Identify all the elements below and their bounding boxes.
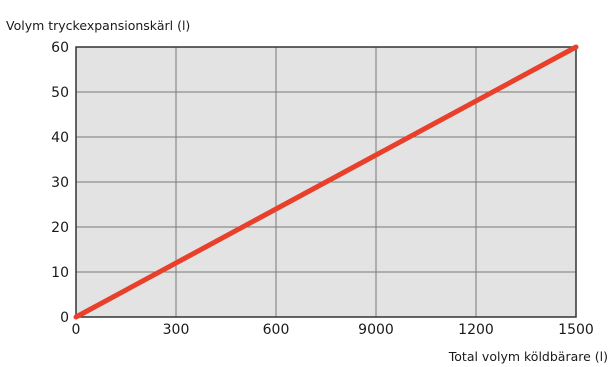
- x-axis-title: Total volym köldbärare (l): [448, 349, 608, 364]
- y-tick-label: 20: [51, 220, 69, 236]
- y-tick-label: 30: [51, 175, 69, 191]
- y-tick-label: 60: [51, 40, 69, 56]
- x-tick-label: 0: [72, 322, 81, 338]
- y-tick-label: 10: [51, 265, 69, 281]
- y-tick-label: 50: [51, 85, 69, 101]
- x-tick-label: 1500: [558, 322, 594, 338]
- x-tick-labels: 0 300 600 9000 1200 1500: [72, 322, 594, 338]
- x-tick-label: 1200: [458, 322, 494, 338]
- x-tick-label: 9000: [358, 322, 394, 338]
- y-tick-labels: 0 10 20 30 40 50 60: [51, 40, 69, 326]
- x-tick-label: 300: [163, 322, 190, 338]
- y-axis-title: Volym tryckexpansionskärl (l): [6, 18, 190, 33]
- y-tick-label: 40: [51, 130, 69, 146]
- y-tick-label: 0: [60, 310, 69, 326]
- x-tick-label: 600: [263, 322, 290, 338]
